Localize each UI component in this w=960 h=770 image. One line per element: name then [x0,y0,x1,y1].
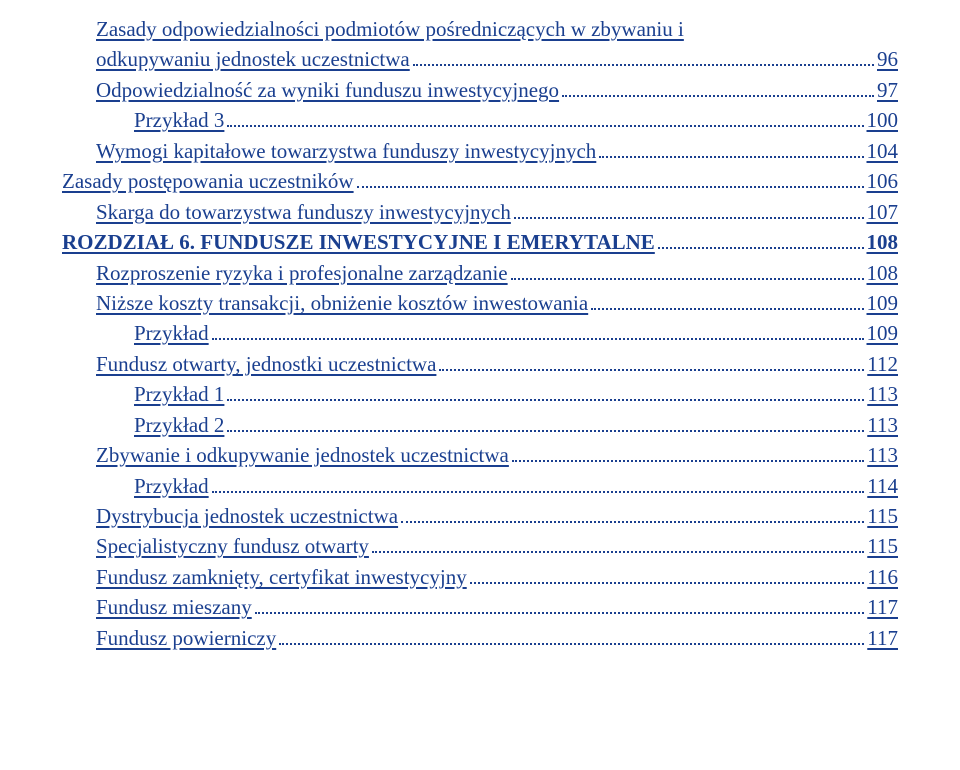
toc-leader-dots [658,247,864,249]
toc-entry-text[interactable]: Odpowiedzialność za wyniki funduszu inwe… [96,75,559,105]
toc-entry-text[interactable]: Przykład [134,471,209,501]
toc-leader-dots [255,612,865,614]
toc-entry-text[interactable]: Przykład [134,318,209,348]
toc-page-number[interactable]: 115 [867,501,898,531]
toc-leader-dots [512,460,864,462]
toc-page-number[interactable]: 108 [867,258,899,288]
toc-entry-text[interactable]: Fundusz mieszany [96,592,252,622]
toc-entry-text[interactable]: Zbywanie i odkupywanie jednostek uczestn… [96,440,509,470]
toc-page-number[interactable]: 104 [867,136,899,166]
toc-entry-text[interactable]: Wymogi kapitałowe towarzystwa funduszy i… [96,136,596,166]
toc-entry-text[interactable]: Przykład 1 [134,379,224,409]
toc-leader-dots [591,308,863,310]
toc-page-number[interactable]: 96 [877,44,898,74]
toc-entry-text[interactable]: Zasady postępowania uczestników [62,166,354,196]
toc-entry-text[interactable]: Skarga do towarzystwa funduszy inwestycy… [96,197,511,227]
table-of-contents: Zasady odpowiedzialności podmiotów pośre… [62,14,898,653]
toc-page-number[interactable]: 107 [867,197,899,227]
toc-entry-text[interactable]: Fundusz zamknięty, certyfikat inwestycyj… [96,562,467,592]
toc-leader-dots [401,521,864,523]
toc-entry-text[interactable]: ROZDZIAŁ 6. FUNDUSZE INWESTYCYJNE I EMER… [62,227,655,257]
toc-entry-text[interactable]: odkupywaniu jednostek uczestnictwa [96,44,410,74]
toc-page-number[interactable]: 113 [867,440,898,470]
toc-page-number[interactable]: 100 [867,105,899,135]
toc-leader-dots [279,643,864,645]
toc-leader-dots [413,64,874,66]
toc-page-number[interactable]: 112 [867,349,898,379]
toc-entry-text[interactable]: Fundusz otwarty, jednostki uczestnictwa [96,349,436,379]
toc-page-number[interactable]: 114 [867,471,898,501]
toc-entry-text[interactable]: Fundusz powierniczy [96,623,276,653]
toc-page-number[interactable]: 109 [867,288,899,318]
toc-page-number[interactable]: 106 [867,166,899,196]
toc-page-number[interactable]: 97 [877,75,898,105]
toc-leader-dots [562,95,874,97]
toc-leader-dots [227,125,863,127]
toc-entry-text[interactable]: Specjalistyczny fundusz otwarty [96,531,369,561]
toc-leader-dots [357,186,864,188]
toc-page-number[interactable]: 117 [867,592,898,622]
toc-leader-dots [470,582,865,584]
toc-page-number[interactable]: 108 [867,227,899,257]
toc-page-number[interactable]: 109 [867,318,899,348]
toc-leader-dots [227,399,864,401]
toc-entry-text[interactable]: Przykład 2 [134,410,224,440]
toc-leader-dots [599,156,863,158]
toc-entry-text[interactable]: Niższe koszty transakcji, obniżenie kosz… [96,288,588,318]
toc-page-number[interactable]: 115 [867,531,898,561]
toc-entry-text[interactable]: Dystrybucja jednostek uczestnictwa [96,501,398,531]
toc-leader-dots [514,217,864,219]
toc-page-number[interactable]: 116 [867,562,898,592]
toc-entry-text[interactable]: Zasady odpowiedzialności podmiotów pośre… [96,14,684,44]
toc-entry-text[interactable]: Rozproszenie ryzyka i profesjonalne zarz… [96,258,508,288]
toc-entry-text[interactable]: Przykład 3 [134,105,224,135]
toc-leader-dots [439,369,864,371]
toc-page-number[interactable]: 113 [867,410,898,440]
toc-leader-dots [212,338,864,340]
toc-leader-dots [372,551,864,553]
toc-page-number[interactable]: 117 [867,623,898,653]
toc-leader-dots [212,491,865,493]
toc-leader-dots [227,430,864,432]
toc-leader-dots [511,278,864,280]
toc-page-number[interactable]: 113 [867,379,898,409]
